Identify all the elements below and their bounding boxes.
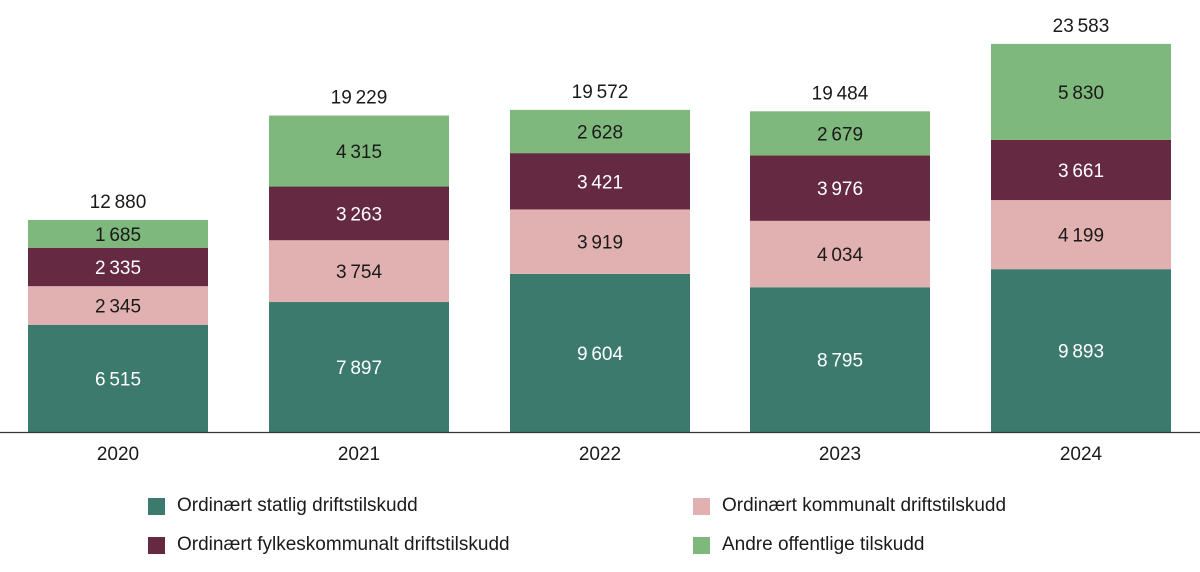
bar-segment <box>750 220 930 288</box>
bar-segment <box>991 43 1171 140</box>
legend-swatch <box>148 536 165 554</box>
data-label: 2 345 <box>95 296 141 317</box>
legend-swatch <box>693 536 710 554</box>
data-label: 3 754 <box>336 262 383 283</box>
bar-segment <box>510 153 690 210</box>
data-label: 5 830 <box>1058 83 1104 104</box>
bar-segment <box>28 220 208 248</box>
data-label: 3 919 <box>577 233 623 254</box>
legend-label: Andre offentlige tilskudd <box>722 534 925 555</box>
legend-label: Ordinært statlig driftstilskudd <box>177 495 418 516</box>
bar-segment <box>510 209 690 274</box>
data-label: 7 897 <box>336 358 382 379</box>
chart-plot: 6 515 2 345 2 335 1 685 12 880 2020 7 897 3 754… <box>0 16 1200 465</box>
bar-segment <box>28 324 208 432</box>
data-label: 4 315 <box>336 142 382 163</box>
bar-segment <box>510 109 690 154</box>
legend-item-2: Ordinært fylkeskommunalt driftstilskudd <box>148 534 510 556</box>
x-tick-label: 2020 <box>97 444 139 465</box>
legend-label: Ordinært fylkeskommunalt driftstilskudd <box>177 534 510 555</box>
data-label: 3 976 <box>817 179 863 200</box>
bar-segment <box>269 240 449 303</box>
data-label: 6 515 <box>95 369 141 390</box>
total-label: 23 583 <box>1053 16 1110 37</box>
bar-segment <box>510 273 690 432</box>
bar-segment <box>750 155 930 221</box>
legend-swatch <box>148 497 165 515</box>
bar-segment <box>750 111 930 156</box>
bar-segment <box>28 247 208 287</box>
legend-swatch <box>693 497 710 515</box>
bar-segment <box>269 302 449 432</box>
data-label: 2 679 <box>817 124 863 145</box>
legend-item-1: Ordinært kommunalt driftstilskudd <box>693 495 1006 517</box>
data-label: 8 795 <box>817 351 863 372</box>
bar-segment <box>269 186 449 241</box>
data-label: 2 628 <box>577 123 623 144</box>
bar-segment <box>991 269 1171 432</box>
bar-segment <box>28 286 208 325</box>
total-label: 19 484 <box>812 83 869 104</box>
data-label: 1 685 <box>95 225 141 246</box>
legend-item-0: Ordinært statlig driftstilskudd <box>148 495 418 517</box>
data-label: 4 034 <box>817 245 864 266</box>
data-label: 3 661 <box>1058 161 1104 182</box>
total-label: 19 229 <box>331 88 388 109</box>
legend-label: Ordinært kommunalt driftstilskudd <box>722 495 1007 516</box>
data-label: 9 893 <box>1058 342 1104 363</box>
x-tick-label: 2022 <box>579 444 621 465</box>
legend-item-3: Andre offentlige tilskudd <box>693 534 924 556</box>
x-tick-label: 2023 <box>819 444 861 465</box>
x-tick-label: 2024 <box>1060 444 1103 465</box>
data-label: 3 421 <box>577 172 623 193</box>
bar-segment <box>269 115 449 187</box>
data-label: 3 263 <box>336 204 382 225</box>
data-label: 9 604 <box>577 344 624 365</box>
data-label: 4 199 <box>1058 226 1104 247</box>
data-label: 2 335 <box>95 258 141 279</box>
total-label: 19 572 <box>572 82 629 103</box>
bar-segment <box>991 139 1171 201</box>
bar-segment <box>991 200 1171 270</box>
x-tick-label: 2021 <box>338 444 380 465</box>
total-label: 12 880 <box>90 192 147 213</box>
bar-segment <box>750 287 930 432</box>
